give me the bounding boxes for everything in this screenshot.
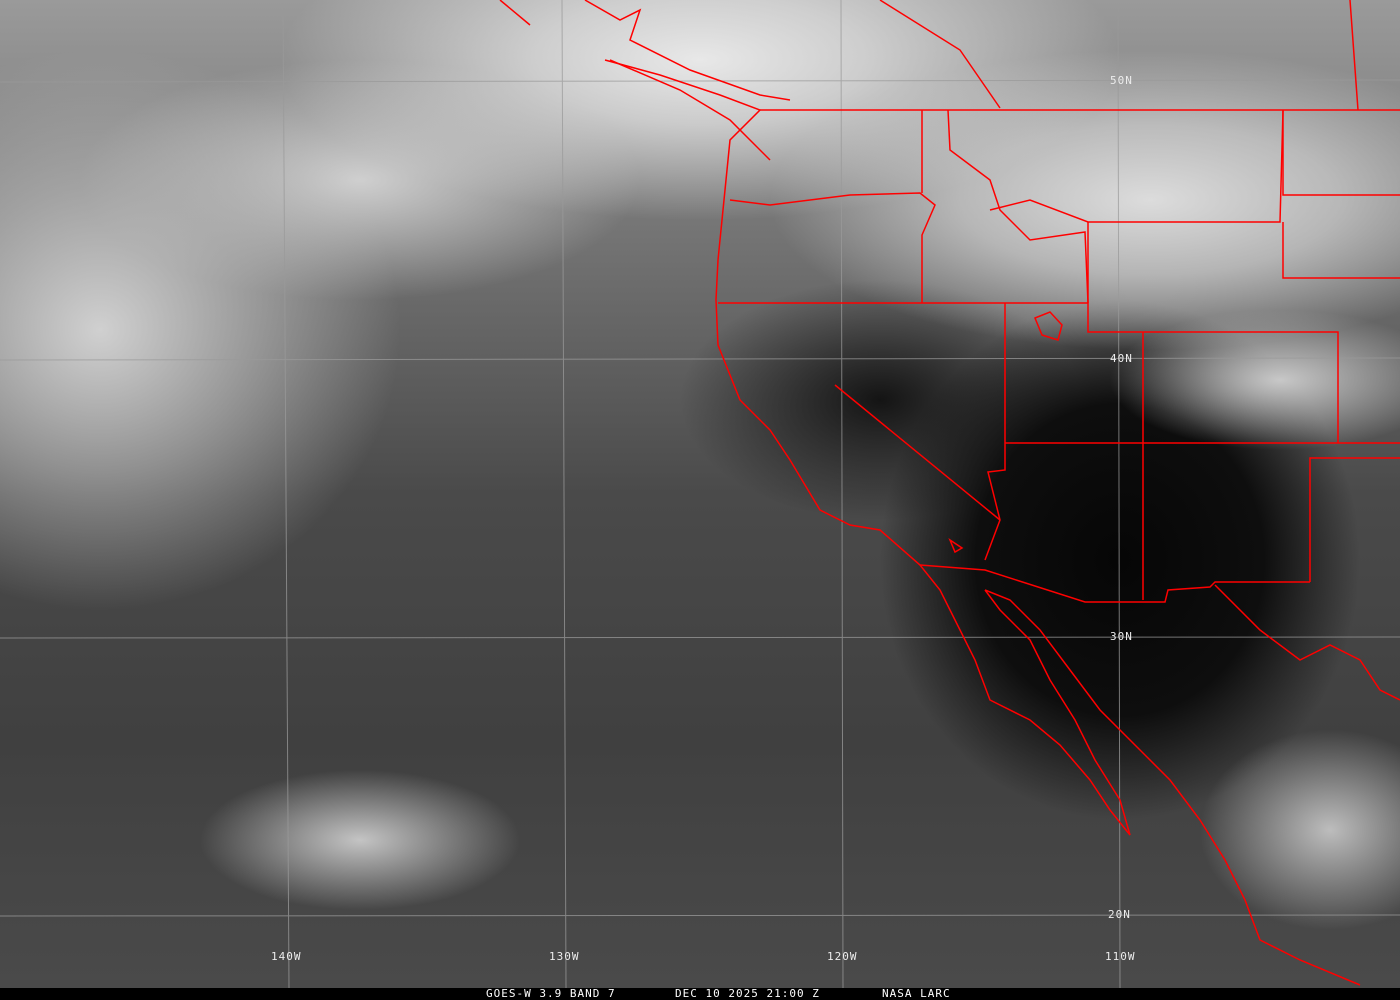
coastline-west: [604, 59, 1131, 836]
salton-sea: [948, 538, 964, 554]
arizona-nm-border: [919, 564, 1310, 603]
wyoming-border: [1087, 110, 1400, 333]
product-label: GOES-W 3.9 BAND 7: [486, 987, 616, 1000]
lon-label-110w: 110W: [1105, 950, 1136, 963]
grid-line-20n: [0, 914, 1400, 917]
grid-line-140w: [282, 0, 290, 988]
datetime-label: DEC 10 2025 21:00 Z: [675, 987, 820, 1000]
lon-label-140w: 140W: [271, 950, 302, 963]
credit-label: NASA LARC: [882, 987, 951, 1000]
lat-label-30n: 30N: [1110, 630, 1133, 643]
mexico-interior: [1214, 584, 1400, 701]
lat-label-40n: 40N: [1110, 352, 1133, 365]
colorado-border: [1143, 331, 1400, 582]
canada-islands: [499, 0, 791, 161]
utah-border: [1005, 332, 1144, 600]
wa-or-border: [729, 192, 936, 303]
grid-line-120w: [840, 0, 844, 988]
lat-label-20n: 20N: [1108, 908, 1131, 921]
grid-line-110w: [1117, 0, 1121, 988]
lon-label-120w: 120W: [827, 950, 858, 963]
lat-label-50n: 50N: [1110, 74, 1133, 87]
nevada-border: [984, 303, 1006, 561]
grid-line-30n: [0, 636, 1400, 639]
coastline-mexico: [984, 589, 1361, 986]
caption-bar: GOES-W 3.9 BAND 7 DEC 10 2025 21:00 Z NA…: [0, 988, 1400, 1000]
great-salt-lake: [1034, 311, 1063, 341]
grid-line-50n: [0, 79, 1400, 83]
montana-border: [989, 109, 1284, 223]
canada-provincial: [879, 0, 1359, 111]
ca-nv-diagonal: [834, 384, 1001, 521]
grid-line-40n: [0, 357, 1400, 361]
grid-line-130w: [561, 0, 567, 988]
idaho-border: [921, 109, 1089, 304]
lon-label-130w: 130W: [549, 950, 580, 963]
